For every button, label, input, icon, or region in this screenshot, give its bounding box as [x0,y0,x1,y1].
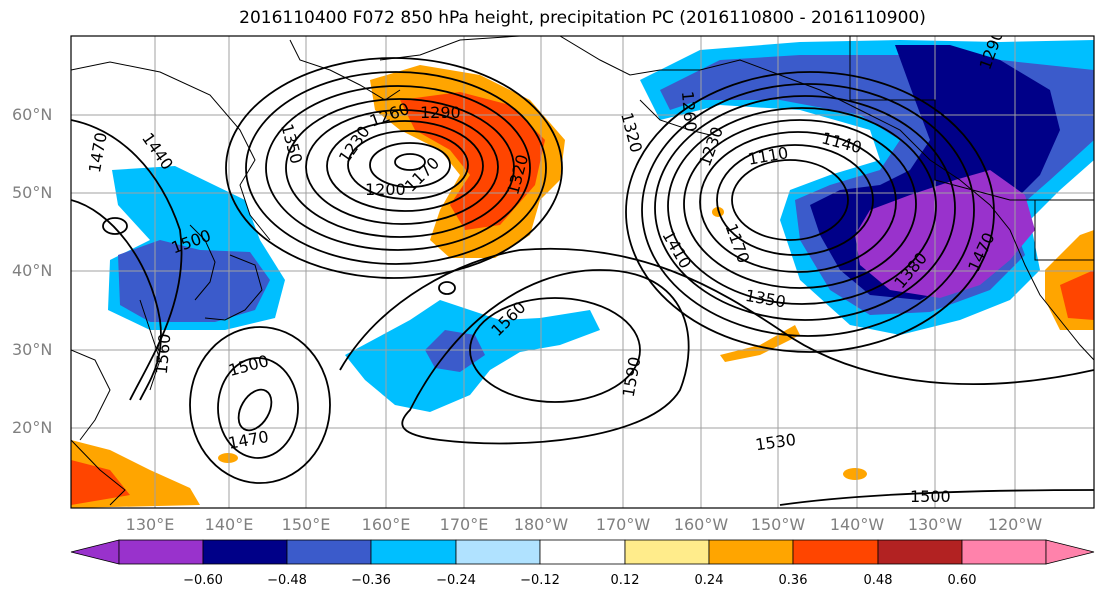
height-contours [71,57,1094,506]
colorbar-max-extend [1045,539,1095,565]
precip-bering-red [400,92,545,230]
colorbar-swatch [286,539,372,565]
colorbar-tick-label: 0.36 [778,573,808,588]
contour-low-east-1 [731,159,849,241]
colorbar-tick-label: 0.24 [694,573,724,588]
colorbar-swatch [370,539,457,565]
lon-label: 160°E [361,515,411,534]
contour-label: 1560 [152,333,174,375]
precip-california-red [1060,270,1094,320]
colorbar-tick-label: −0.60 [183,573,223,588]
colorbar-tick-label: −0.12 [520,573,560,588]
contour-label: 1260 [678,90,700,132]
contour-wp-high-1 [237,388,273,432]
lon-label: 170°E [439,515,489,534]
contour-low-west-8 [245,71,547,265]
contour-low-west-5 [305,109,499,225]
colorbar-tick-label: 0.12 [610,573,640,588]
colorbar-tick-label: −0.36 [351,573,391,588]
lon-label: 160°W [673,515,729,534]
colorbar-tick-label: −0.48 [267,573,307,588]
colorbar-swatch [118,539,204,565]
map-frame [70,35,1095,509]
colorbar-swatch [455,539,541,565]
lon-label: 130°W [907,515,963,534]
contour-high-2 [401,269,690,445]
contour-small-low [438,281,456,295]
colorbar-min-extend [70,539,120,565]
lon-label: 120°W [987,515,1043,534]
lat-label-30n: 30°N [12,340,53,359]
colorbar-swatch [539,539,626,565]
contour-label: 1290 [420,103,461,122]
contour-low-east-4 [683,119,917,289]
colorbar-swatch [961,539,1047,565]
contour-low-west-1 [394,153,426,171]
lon-label: 170°W [595,515,651,534]
contour-low-west-2 [369,142,451,188]
contour-low-west-9 [225,57,563,279]
precip-patch-2 [843,468,867,480]
precip-coast-purple [855,170,1035,298]
contour-low-east-6 [654,95,956,321]
contour-wp-high-3 [189,326,331,484]
lon-label: 130°E [125,515,175,534]
contour-low-west-6 [285,98,515,238]
lat-label-50n: 50°N [12,183,53,202]
contour-low-west-4 [326,120,484,212]
colorbar-tick-label: 0.60 [947,573,977,588]
contour-low-east-8 [625,71,995,353]
contour-low-east-5 [667,107,937,305]
precip-patch-1 [218,453,238,463]
contour-label: 1200 [365,180,406,199]
lon-label: 150°E [281,515,331,534]
lon-label: 150°W [750,515,806,534]
contour-low-east-7 [641,83,975,337]
contour-low-east-3 [699,131,897,273]
contour-1530 [339,247,1094,385]
contour-1500-south [779,489,1094,506]
precip-negative-shading [108,40,1094,412]
colorbar-swatch [708,539,794,565]
lon-label: 180°W [513,515,569,534]
precip-japan-mid [118,240,270,322]
contour-low-west-3 [347,130,469,200]
colorbar-swatch [792,539,879,565]
colorbar-swatch [202,539,288,565]
contour-nw-small [102,217,128,235]
colorbar-swatch [624,539,710,565]
contour-low-west-7 [265,85,531,251]
lon-label: 140°E [204,515,254,534]
contour-low-east-2 [716,144,874,256]
contour-high-1 [469,297,641,403]
colorbar [70,539,1095,565]
lat-label-60n: 60°N [12,105,53,124]
colorbar-tick-label: 0.48 [863,573,893,588]
colorbar-tick-label: −0.24 [436,573,476,588]
contour-west-2 [71,199,162,401]
contour-west-1 [71,119,183,401]
lon-label: 140°W [829,515,885,534]
contour-wp-high-2 [217,357,299,459]
figure-title: 2016110400 F072 850 hPa height, precipit… [239,8,926,28]
lat-label-40n: 40°N [12,261,53,280]
contour-label: 1500 [910,487,951,506]
lat-label-20n: 20°N [12,418,53,437]
precip-sw-red [71,460,130,505]
colorbar-swatch [877,539,963,565]
coastlines [71,36,1094,506]
